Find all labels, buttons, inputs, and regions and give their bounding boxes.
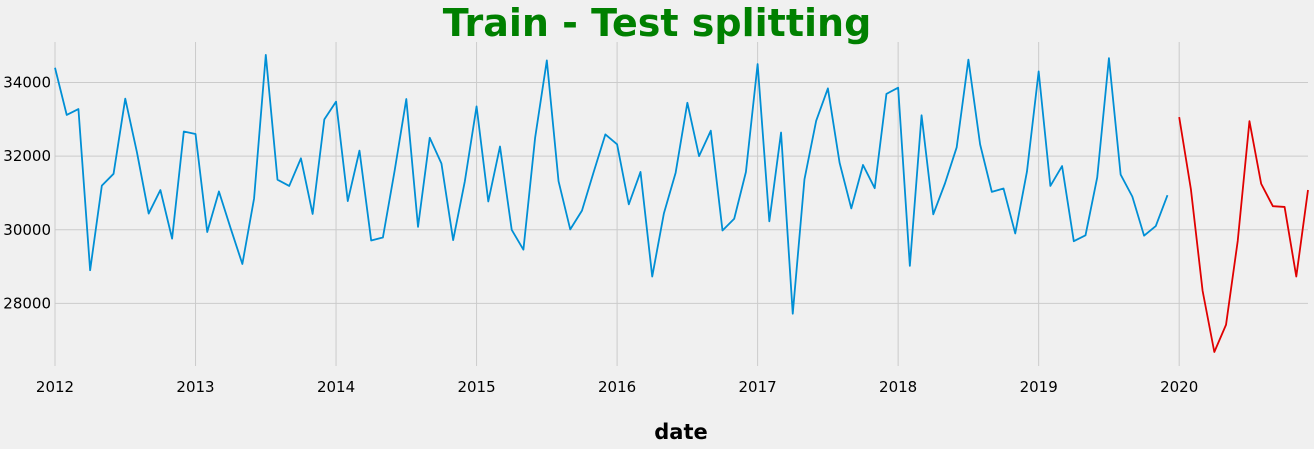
x-tick-label: 2016 bbox=[598, 378, 636, 396]
x-tick-label: 2020 bbox=[1160, 378, 1198, 396]
x-tick-label: 2012 bbox=[36, 378, 74, 396]
train-series-line bbox=[54, 53, 1169, 315]
x-tick-label: 2014 bbox=[317, 378, 355, 396]
x-tick-label: 2013 bbox=[176, 378, 214, 396]
x-axis-label: date bbox=[654, 420, 707, 444]
y-tick-label: 28000 bbox=[3, 294, 51, 312]
x-tick-label: 2015 bbox=[457, 378, 495, 396]
y-tick-label: 32000 bbox=[3, 147, 51, 165]
test-series-line bbox=[1178, 116, 1309, 353]
x-tick-label: 2017 bbox=[739, 378, 777, 396]
chart-title: Train - Test splitting bbox=[443, 1, 872, 45]
tick-labels: 28000 30000 32000 34000 2012 2013 2014 2015 2016… bbox=[3, 74, 1198, 397]
x-tick-label: 2018 bbox=[879, 378, 917, 396]
y-tick-label: 34000 bbox=[3, 74, 51, 92]
series-lines bbox=[54, 53, 1309, 353]
x-tick-label: 2019 bbox=[1020, 378, 1058, 396]
y-tick-label: 30000 bbox=[3, 221, 51, 239]
grid bbox=[54, 42, 1308, 366]
